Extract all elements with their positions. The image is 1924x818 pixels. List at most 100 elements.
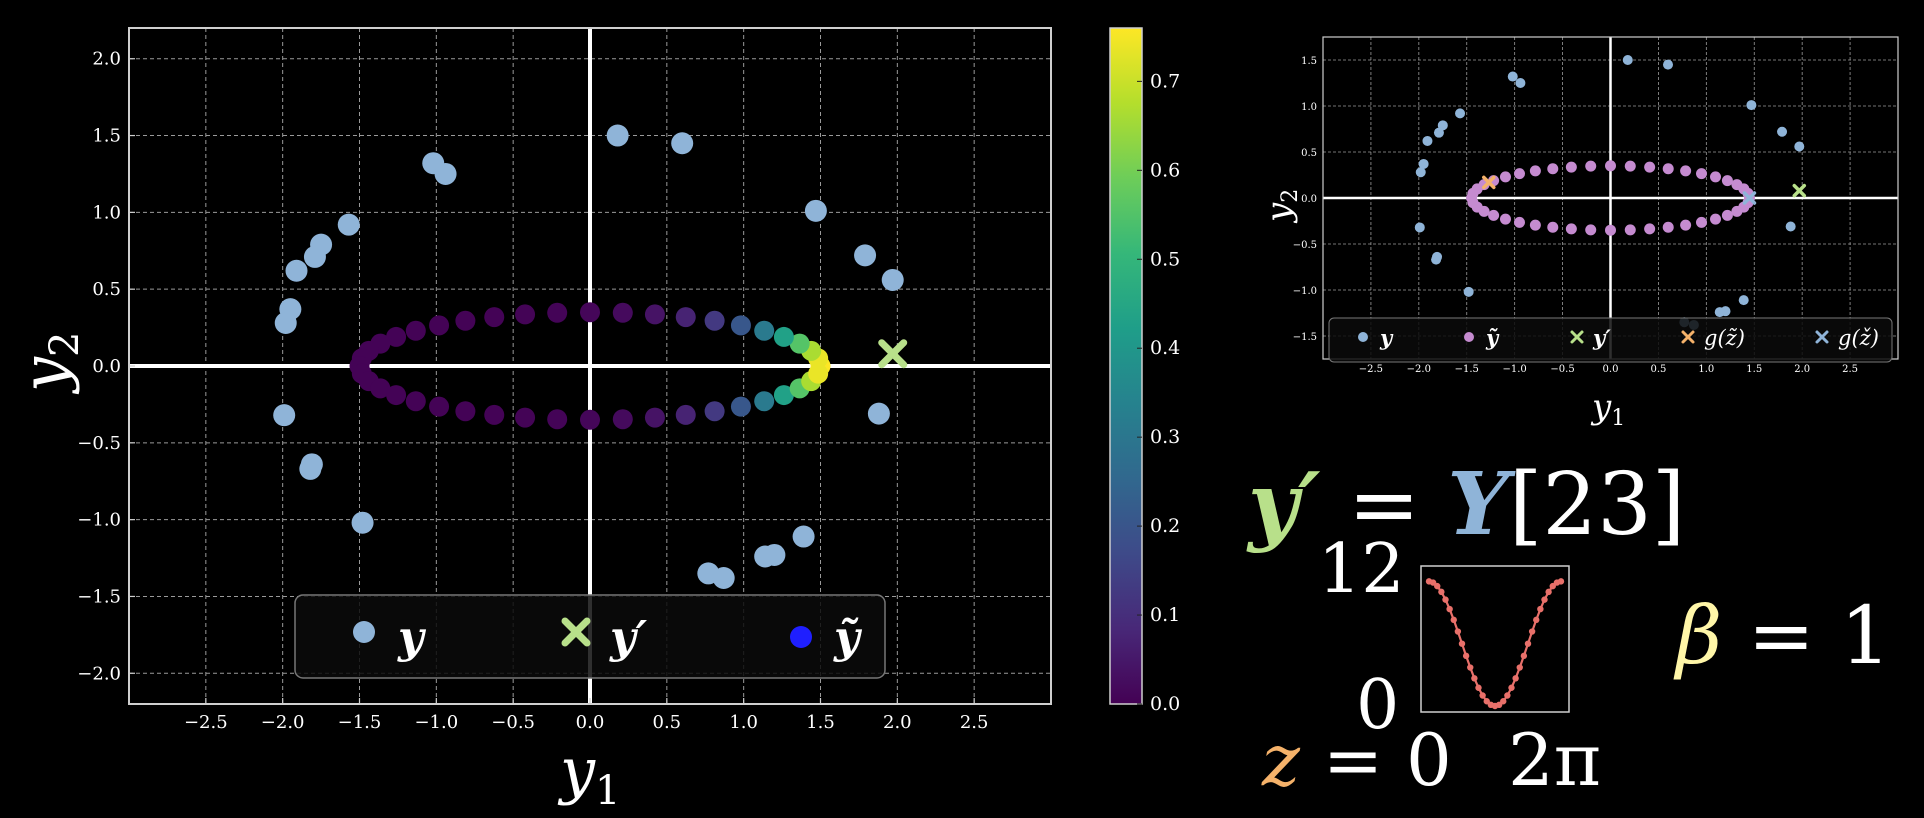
colorbar-tick-label: 0.3 bbox=[1150, 426, 1180, 448]
main-y-tick-label: −1.5 bbox=[77, 586, 121, 607]
small-y-point bbox=[1777, 126, 1788, 137]
x-marker-stroke bbox=[878, 339, 908, 369]
sparkline-points bbox=[1425, 578, 1565, 710]
y-tilde-point bbox=[405, 320, 426, 341]
small-legend-y-prime-label: y′ bbox=[1592, 325, 1611, 350]
sparkline-point bbox=[1516, 664, 1523, 671]
legend-y-marker bbox=[353, 621, 375, 643]
main-y-tick-label: 1.0 bbox=[92, 202, 121, 223]
sparkline-point bbox=[1557, 578, 1565, 585]
main-y-tilde-series bbox=[349, 302, 831, 430]
main-y-axis-label: y2 bbox=[8, 332, 88, 395]
small-tick-labels: −2.5 −2.0 −1.5 −1.0 −0.5 0.0 0.5 1.0 1.5 2.0 2.5 −1… bbox=[1293, 56, 1858, 375]
small-x-tick-label: 1.5 bbox=[1746, 364, 1762, 375]
small-y-tilde-point bbox=[1514, 168, 1526, 180]
y-tilde-point bbox=[580, 302, 600, 323]
main-x-tick-label: 1.0 bbox=[729, 712, 758, 733]
y-point bbox=[285, 259, 308, 282]
sparkline-point bbox=[1528, 628, 1536, 635]
main-y-tick-label: 0.5 bbox=[92, 279, 121, 300]
y-tilde-point bbox=[675, 307, 696, 328]
y-tilde-point bbox=[644, 407, 665, 428]
small-y-tilde-point bbox=[1731, 179, 1743, 191]
beta-equation: β = 1 bbox=[1676, 596, 1891, 676]
small-y-point bbox=[1431, 254, 1442, 265]
y-tilde-point bbox=[386, 385, 407, 406]
y-tilde-point bbox=[455, 310, 476, 331]
main-y-tick-label: 1.5 bbox=[92, 126, 121, 147]
colorbar: 0.0 0.1 0.2 0.3 0.4 0.5 0.6 0.7 bbox=[1109, 27, 1180, 715]
spark-top-label: 12 bbox=[1318, 530, 1405, 609]
small-x-tick-label: −0.5 bbox=[1550, 364, 1574, 375]
small-y-tilde-series bbox=[1466, 160, 1755, 236]
y-point bbox=[351, 511, 374, 534]
small-x-tick-label: 2.5 bbox=[1842, 364, 1858, 375]
y-point bbox=[303, 245, 326, 268]
small-legend-g-z-tilde-label: g(z̃) bbox=[1704, 326, 1745, 350]
y-point bbox=[299, 457, 322, 480]
legend-y-label: y bbox=[397, 612, 427, 663]
main-y-tick-label: 2.0 bbox=[92, 49, 121, 70]
main-y-axis-label-sub: 2 bbox=[42, 332, 88, 357]
small-legend-g-z-check-label: g(ž) bbox=[1838, 326, 1879, 350]
main-axes-lines bbox=[129, 28, 1051, 704]
small-y-tilde-point bbox=[1680, 165, 1692, 177]
main-x-axis-label-base: y bbox=[557, 734, 596, 807]
colorbar-tick-label: 0.1 bbox=[1150, 604, 1180, 626]
main-legend: y y′ ỹ bbox=[294, 594, 886, 679]
small-y-axis-label: y2 bbox=[1259, 189, 1303, 224]
small-y-tilde-point bbox=[1499, 213, 1511, 225]
small-y-tilde-point bbox=[1547, 221, 1559, 233]
main-x-tick-label: −1.5 bbox=[338, 712, 382, 733]
small-legend-box bbox=[1328, 317, 1893, 363]
small-y-tilde-point bbox=[1585, 224, 1597, 236]
small-y-tick-label: 1.5 bbox=[1301, 56, 1317, 67]
x-marker-stroke bbox=[1742, 191, 1757, 205]
sparkline-point bbox=[1479, 692, 1486, 699]
small-x-markers bbox=[1482, 175, 1807, 205]
small-y-tick-label: 0.0 bbox=[1301, 194, 1317, 205]
y-tilde-point bbox=[455, 401, 476, 422]
main-y-tick-label: −1.0 bbox=[77, 510, 121, 531]
y-tilde-point bbox=[789, 333, 810, 354]
small-x-tick-label: 2.0 bbox=[1794, 364, 1810, 375]
sparkline-point bbox=[1541, 596, 1548, 603]
sparkline-point bbox=[1475, 684, 1482, 691]
colorbar-ticks: 0.0 0.1 0.2 0.3 0.4 0.5 0.6 0.7 bbox=[1137, 70, 1180, 715]
small-y-tick-label: −1.0 bbox=[1293, 286, 1317, 297]
small-y-point bbox=[1663, 59, 1673, 70]
colorbar-tick-label: 0.4 bbox=[1150, 337, 1180, 359]
eq-beta-equals: = 1 bbox=[1747, 589, 1892, 682]
small-y-tilde-point bbox=[1624, 224, 1636, 236]
colorbar-gradient bbox=[1109, 27, 1143, 705]
x-marker-stroke bbox=[1792, 183, 1807, 198]
legend-y-tilde-label: ỹ bbox=[833, 612, 863, 663]
y-point bbox=[881, 268, 904, 291]
x-marker-stroke bbox=[1570, 330, 1584, 344]
small-x-axis-label: y1 bbox=[1590, 387, 1625, 431]
small-y-tilde-point bbox=[1565, 223, 1577, 235]
x-marker-stroke bbox=[1681, 330, 1695, 344]
small-y-tilde-point bbox=[1529, 219, 1541, 231]
y-tilde-point bbox=[386, 326, 407, 347]
small-y-tilde-point bbox=[1662, 163, 1674, 175]
sparkline-point bbox=[1462, 652, 1470, 660]
sparkline-point bbox=[1446, 605, 1453, 613]
small-y-tick-label: −0.5 bbox=[1293, 240, 1317, 251]
main-legend-box bbox=[294, 594, 886, 679]
y-tilde-point bbox=[405, 391, 426, 412]
sparkline-frame bbox=[1420, 565, 1570, 713]
eq-z-equals-zero: = 0 bbox=[1322, 718, 1452, 802]
x-marker-stroke bbox=[1815, 330, 1829, 344]
sparkline-point bbox=[1508, 684, 1515, 691]
z-sparkline bbox=[1420, 565, 1570, 713]
y-point bbox=[804, 199, 827, 222]
legend-y-tilde-marker bbox=[790, 626, 812, 648]
small-y-tilde-point bbox=[1695, 216, 1707, 228]
sparkline-point bbox=[1524, 640, 1532, 647]
small-x-tick-label: 0.5 bbox=[1650, 364, 1666, 375]
small-y-point bbox=[1714, 307, 1725, 318]
sparkline-point bbox=[1500, 698, 1507, 705]
small-legend-y-label: y bbox=[1379, 325, 1394, 350]
